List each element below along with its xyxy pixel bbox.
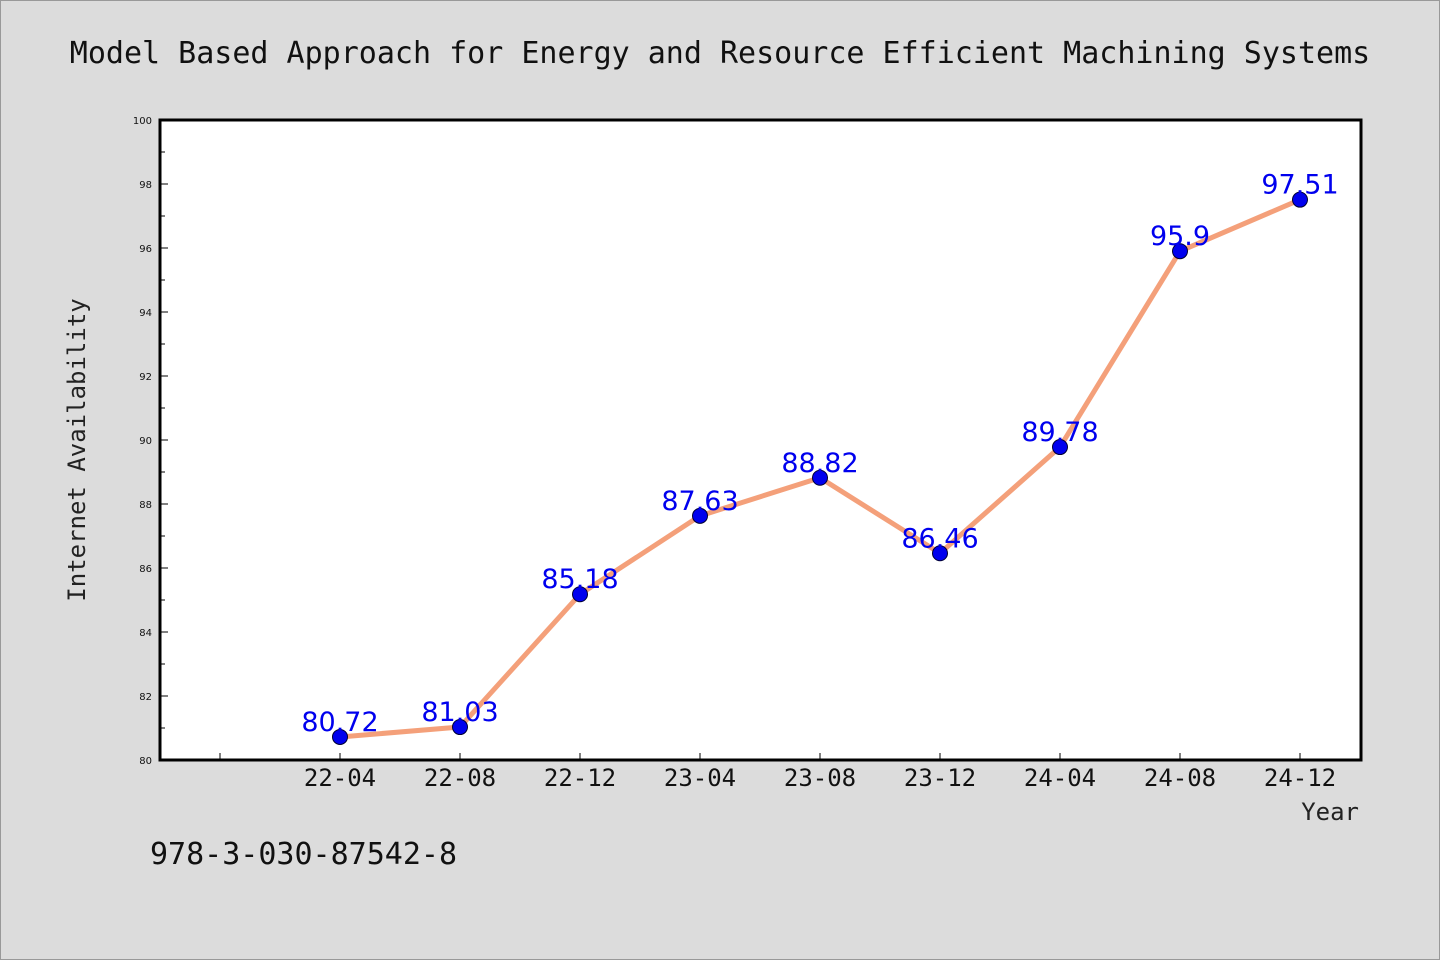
x-tick-label: 24-12 bbox=[1264, 764, 1336, 792]
series-line-group: 80.72 81.03 85.18 87.63 88.82 86.46 89.78 95.9 9… bbox=[301, 170, 1339, 745]
data-point bbox=[332, 728, 348, 745]
x-axis-label: Year bbox=[1301, 798, 1359, 826]
y-tick-label: 100 bbox=[133, 116, 152, 127]
x-tick-label: 22-12 bbox=[544, 764, 616, 792]
data-point bbox=[812, 469, 828, 486]
x-tick-label: 23-12 bbox=[904, 764, 976, 792]
x-tick-label: 23-04 bbox=[664, 764, 736, 792]
y-tick-label: 80 bbox=[139, 756, 152, 767]
y-tick-label: 96 bbox=[139, 244, 152, 255]
x-tick-label: 22-08 bbox=[424, 764, 496, 792]
y-tick-label: 88 bbox=[139, 500, 152, 511]
data-point bbox=[932, 545, 948, 562]
data-point bbox=[1292, 191, 1308, 208]
y-tick-label: 92 bbox=[139, 372, 152, 383]
y-tick-label: 98 bbox=[139, 180, 152, 191]
x-tick-label: 23-08 bbox=[784, 764, 856, 792]
data-point bbox=[452, 719, 468, 736]
y-axis-label: Internet Availability bbox=[63, 298, 91, 601]
y-axis: 80 82 84 86 88 90 92 94 96 98 100 bbox=[133, 116, 168, 767]
plot-area bbox=[158, 118, 1363, 762]
footer-isbn: 978-3-030-87542-8 bbox=[150, 837, 457, 872]
data-point bbox=[1052, 439, 1068, 456]
data-label: 97.51 bbox=[1261, 170, 1338, 201]
x-tick-label: 24-04 bbox=[1024, 764, 1096, 792]
data-label: 85.18 bbox=[541, 564, 618, 595]
data-point bbox=[692, 507, 708, 524]
x-tick-label: 22-04 bbox=[304, 764, 376, 792]
y-tick-label: 90 bbox=[139, 436, 152, 447]
data-point bbox=[572, 586, 588, 603]
y-tick-label: 84 bbox=[139, 628, 152, 639]
chart-title: Model Based Approach for Energy and Reso… bbox=[70, 36, 1370, 71]
y-tick-label: 94 bbox=[139, 308, 152, 319]
data-label: 95.9 bbox=[1150, 221, 1210, 252]
data-label: 89.78 bbox=[1021, 417, 1098, 448]
data-label: 81.03 bbox=[421, 697, 498, 728]
y-tick-label: 86 bbox=[139, 564, 152, 575]
x-axis: 22-04 22-08 22-12 23-04 23-08 23-12 24-04 24-08… bbox=[219, 753, 1336, 792]
y-tick-label: 82 bbox=[139, 692, 152, 703]
x-tick-label: 24-08 bbox=[1144, 764, 1216, 792]
data-label: 87.63 bbox=[661, 486, 738, 517]
data-point bbox=[1172, 243, 1188, 260]
data-label: 80.72 bbox=[301, 707, 378, 738]
data-label: 86.46 bbox=[901, 523, 978, 554]
data-label: 88.82 bbox=[781, 448, 858, 479]
